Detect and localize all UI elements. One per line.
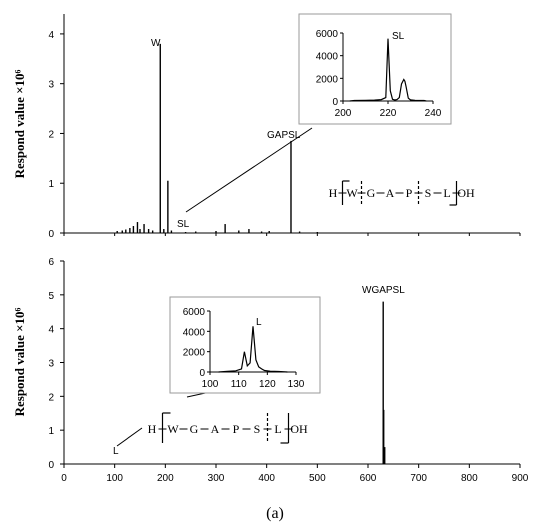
bottom-inset-trace: [218, 326, 288, 373]
top-label-w: W: [151, 38, 161, 49]
bottom-ytick-label: 1: [48, 426, 54, 437]
bottom-residue: L: [274, 422, 281, 436]
bottom-inset-xtick-label: 110: [231, 379, 247, 390]
bottom-label-wgapsl: WGAPSL: [362, 285, 405, 296]
bottom-residue: G: [190, 422, 199, 436]
bottom-sequence: H W G A P S L OH: [148, 412, 308, 444]
top-inset-trace: [349, 38, 427, 102]
top-residue: S: [425, 186, 432, 200]
bottom-residue: S: [254, 422, 261, 436]
top-sequence: H W G A P S L OH: [329, 180, 475, 206]
bottom-xtick-label: 800: [461, 473, 478, 484]
bottom-residue: OH: [290, 422, 308, 436]
bottom-inset: 0 2000 4000 6000 100 110 120 130 L: [169, 296, 321, 394]
top-residue: G: [367, 186, 376, 200]
bottom-ytick-label: 6: [48, 257, 54, 268]
bottom-xtick-label: 100: [106, 473, 123, 484]
bottom-xtick-label: 400: [258, 473, 275, 484]
bottom-xtick-label: 200: [157, 473, 174, 484]
top-inset-label: SL: [392, 31, 405, 42]
bottom-inset-ytick-label: 0: [199, 368, 205, 379]
bottom-residue: A: [211, 422, 220, 436]
bottom-inset-ytick-label: 2000: [183, 348, 206, 359]
top-ytick-label: 4: [48, 30, 54, 41]
bottom-ytick-label: 2: [48, 392, 54, 403]
top-residue: A: [386, 186, 395, 200]
bottom-xtick-label: 0: [61, 473, 67, 484]
top-ylabel: Respond value ×10⁶: [12, 69, 27, 178]
bottom-inset-xtick-label: 100: [202, 379, 219, 390]
top-ytick-label: 0: [48, 229, 54, 240]
bottom-residue: P: [233, 422, 240, 436]
bottom-inset-pointer: [116, 427, 143, 447]
bottom-xtick-label: 300: [208, 473, 225, 484]
top-residue: H: [329, 186, 338, 200]
top-inset-ytick-label: 6000: [316, 29, 339, 40]
bottom-ytick-label: 4: [48, 325, 54, 336]
bottom-xtick-label: 500: [309, 473, 326, 484]
top-inset-ytick-label: 0: [332, 97, 338, 108]
bottom-xtick-label: 600: [360, 473, 377, 484]
top-residue: P: [406, 186, 413, 200]
top-inset-pointer: [185, 127, 313, 213]
top-ytick-label: 1: [48, 179, 54, 190]
top-residue: W: [346, 186, 358, 200]
bottom-inset-ytick-label: 6000: [183, 307, 206, 318]
top-residue: OH: [457, 186, 475, 200]
bottom-ytick-label: 0: [48, 460, 54, 471]
top-label-sl: SL: [177, 219, 190, 230]
top-residue: L: [443, 186, 450, 200]
top-inset: 0 2000 4000 6000 200 220 240 SL: [298, 13, 452, 125]
bottom-ytick-label: 3: [48, 359, 54, 370]
top-inset-xtick-label: 200: [335, 108, 352, 119]
top-ytick-label: 2: [48, 129, 54, 140]
top-ytick-label: 3: [48, 80, 54, 91]
bottom-inset-label: L: [256, 317, 262, 328]
top-inset-ytick-label: 2000: [316, 74, 339, 85]
bottom-inset-frame: [169, 296, 321, 394]
figure-caption: (a): [266, 505, 284, 522]
bottom-ylabel: Respond value ×10⁶: [12, 307, 27, 416]
bottom-inset-xtick-label: 130: [288, 379, 305, 390]
bottom-xtick-label: 700: [410, 473, 427, 484]
top-inset-ytick-label: 4000: [316, 52, 339, 63]
top-inset-xtick-label: 220: [380, 108, 397, 119]
top-label-gapsl: GAPSL: [267, 130, 301, 141]
top-inset-frame: [298, 13, 452, 125]
bottom-inset-ytick-label: 4000: [183, 327, 206, 338]
bottom-ytick-label: 5: [48, 291, 54, 302]
bottom-label-l: L: [113, 446, 119, 457]
bottom-residue: W: [167, 422, 179, 436]
top-inset-xtick-label: 240: [425, 108, 442, 119]
bottom-residue: H: [148, 422, 157, 436]
bottom-inset-xtick-label: 120: [259, 379, 276, 390]
bottom-xtick-label: 900: [512, 473, 529, 484]
